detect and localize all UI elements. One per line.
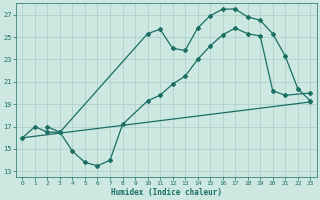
- X-axis label: Humidex (Indice chaleur): Humidex (Indice chaleur): [111, 188, 222, 197]
